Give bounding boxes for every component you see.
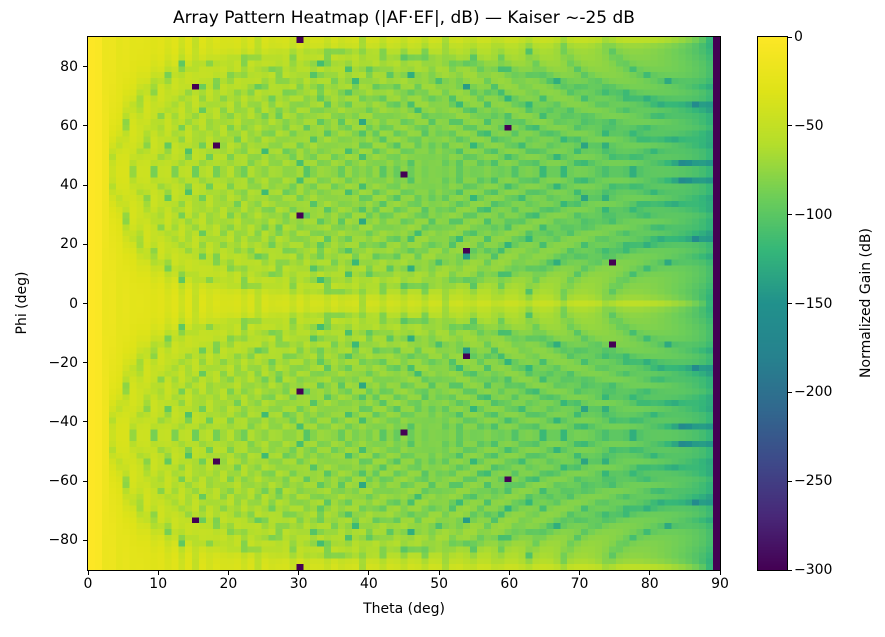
x-tick-mark <box>227 571 229 575</box>
x-tick-label: 10 <box>149 576 168 592</box>
y-tick-label: −80 <box>48 532 78 549</box>
colorbar-tick-mark <box>788 391 792 393</box>
y-tick-mark <box>83 362 87 364</box>
x-tick-mark <box>508 571 510 575</box>
y-tick-mark <box>83 303 87 304</box>
x-tick-mark <box>368 571 370 575</box>
y-tick-label: 80 <box>60 58 78 75</box>
x-tick-label: 50 <box>430 576 449 592</box>
colorbar-tick-mark <box>788 125 792 127</box>
colorbar <box>757 36 788 571</box>
colorbar-label: Normalized Gain (dB) <box>858 228 874 378</box>
colorbar-tick-mark <box>788 569 792 571</box>
colorbar-tick-label: 0 <box>794 29 803 45</box>
colorbar-tick-label: −250 <box>794 473 833 490</box>
x-tick-label: 30 <box>289 576 308 592</box>
y-tick-label: 40 <box>60 177 78 194</box>
y-axis-label: Phi (deg) <box>14 271 30 335</box>
x-tick-label: 40 <box>359 576 378 592</box>
x-tick-mark <box>87 571 89 575</box>
y-tick-label: 60 <box>60 117 78 134</box>
x-tick-label: 0 <box>83 576 93 592</box>
x-tick-mark <box>438 571 440 575</box>
heatmap-canvas <box>88 37 720 570</box>
y-tick-mark <box>83 66 87 68</box>
heatmap-plot-area <box>87 36 721 571</box>
chart-title: Array Pattern Heatmap (|AF·EF|, dB) — Ka… <box>173 8 635 28</box>
x-tick-mark <box>157 571 159 575</box>
y-tick-mark <box>83 125 87 127</box>
colorbar-tick-label: −150 <box>794 295 833 312</box>
x-tick-label: 20 <box>219 576 238 592</box>
colorbar-tick-mark <box>788 480 792 482</box>
y-tick-label: 20 <box>60 236 78 253</box>
x-tick-label: 60 <box>500 576 519 592</box>
y-tick-mark <box>83 421 87 423</box>
y-tick-mark <box>83 184 87 186</box>
x-tick-label: 80 <box>640 576 659 592</box>
x-tick-label: 70 <box>570 576 589 592</box>
colorbar-canvas <box>758 37 787 570</box>
y-tick-mark <box>83 243 87 245</box>
x-tick-mark <box>649 571 651 575</box>
colorbar-tick-label: −200 <box>794 384 833 401</box>
y-tick-label: 0 <box>69 295 78 312</box>
x-tick-mark <box>298 571 300 575</box>
colorbar-tick-mark <box>788 214 792 216</box>
x-tick-label: 90 <box>711 576 729 592</box>
y-tick-label: −20 <box>48 354 78 371</box>
x-tick-mark <box>579 571 581 575</box>
colorbar-tick-label: −300 <box>794 562 833 578</box>
y-tick-mark <box>83 539 87 541</box>
colorbar-tick-mark <box>788 303 792 304</box>
colorbar-tick-mark <box>788 36 792 38</box>
x-tick-mark <box>719 571 721 575</box>
y-tick-mark <box>83 480 87 482</box>
colorbar-tick-label: −50 <box>794 117 824 134</box>
y-tick-label: −40 <box>48 413 78 430</box>
x-axis-label: Theta (deg) <box>363 601 445 617</box>
y-tick-label: −60 <box>48 473 78 490</box>
colorbar-tick-label: −100 <box>794 206 833 223</box>
